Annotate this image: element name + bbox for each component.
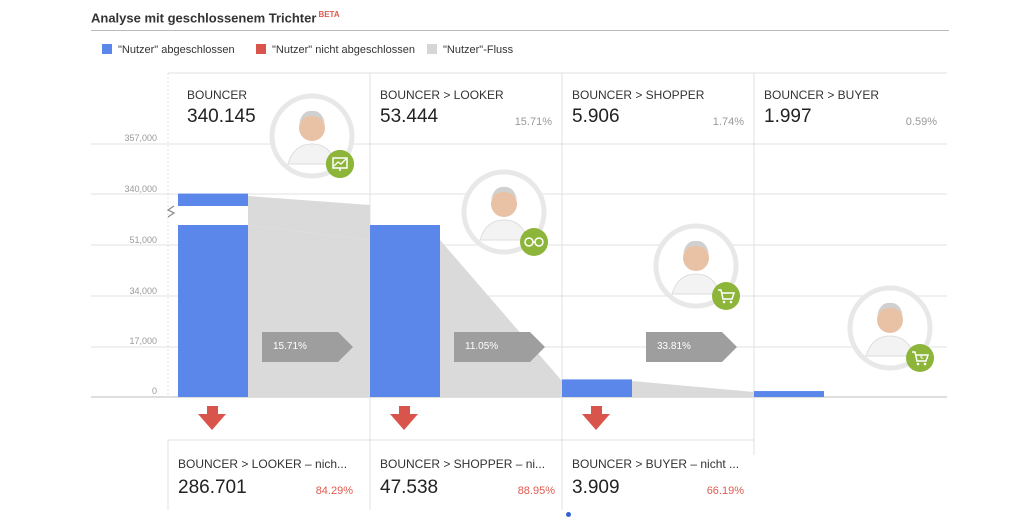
y-tick-label: 340,000 [124,184,157,194]
flow-arrow [262,332,353,362]
dropoff-value: 47.538 [380,477,439,498]
dropoff-card[interactable]: BOUNCER > SHOPPER – ni... 47.538 88.95% [380,457,555,499]
glasses-icon [520,228,548,256]
flow-band [440,240,562,397]
flow-rate-label: 11.05% [465,341,499,352]
dropoff-percent: 66.19% [706,485,744,497]
stage-percent: 1.74% [712,116,744,128]
stage-label: BOUNCER > BUYER [764,88,880,102]
flow-arrow [454,332,545,362]
bars [178,193,824,397]
legend-item-flow[interactable]: "Nutzer"-Fluss [427,44,513,56]
flow-rate-label: 15.71% [273,341,307,352]
persona-avatar [269,93,355,179]
dropoff-label: BOUNCER > LOOKER – nich... [178,457,348,471]
flow-band [248,196,370,240]
bar[interactable] [562,379,632,397]
y-tick-label: 0 [152,386,157,396]
y-tick-label: 51,000 [129,235,157,245]
y-tick-label: 17,000 [129,336,157,346]
bar[interactable] [754,391,824,397]
flow-arrow [646,332,737,362]
pagination-dot[interactable] [566,512,571,517]
stage-label: BOUNCER > LOOKER [380,88,504,102]
legend-swatch-flow [427,44,437,54]
dropoff-value: 3.909 [572,477,620,498]
drop-arrow-icon [198,406,226,430]
dropoff-card[interactable]: BOUNCER > LOOKER – nich... 286.701 84.29… [178,457,353,499]
dropoff-percent: 88.95% [517,485,555,497]
beta-badge: BETA [318,10,340,19]
stage-value: 5.906 [572,106,620,127]
bar-upper-segment[interactable] [178,193,248,206]
stage-header[interactable]: BOUNCER > BUYER 1.997 0.59% [764,88,937,128]
legend-label-completed: "Nutzer" abgeschlossen [118,44,235,56]
dropoff-value: 286.701 [178,477,247,498]
stage-value: 340.145 [187,106,256,127]
drop-arrow-icon [582,406,610,430]
persona-avatar [461,169,548,256]
title-divider [91,30,949,31]
flow-band [248,225,370,397]
stage-value: 53.444 [380,106,439,127]
stage-header[interactable]: BOUNCER 340.145 [187,88,357,128]
dropoff-card[interactable]: BOUNCER > BUYER – nicht ... 3.909 66.19% [572,457,744,499]
stage-label: BOUNCER > SHOPPER [572,88,705,102]
flow-band [632,381,754,397]
stage-value: 1.997 [764,106,812,127]
stage-percent: 0.59% [905,116,937,128]
legend-item-completed[interactable]: "Nutzer" abgeschlossen [102,44,235,56]
legend-item-not-completed[interactable]: "Nutzer" nicht abgeschlossen [256,44,415,56]
stage-header[interactable]: BOUNCER > SHOPPER 5.906 1.74% [572,88,744,128]
cart-checkout-icon: € [906,344,934,372]
shopping-cart-icon [712,282,740,310]
legend-label-not-completed: "Nutzer" nicht abgeschlossen [272,44,415,56]
flow-rate-label: 33.81% [657,341,691,352]
axis-break-icon [166,205,176,218]
dropoff-percent: 84.29% [315,485,353,497]
chart-title: Analyse mit geschlossenem Trichter BETA [91,10,340,25]
stage-header[interactable]: BOUNCER > LOOKER 53.444 15.71% [380,88,552,128]
y-tick-label: 357,000 [124,133,157,143]
legend-swatch-not-completed [256,44,266,54]
y-tick-label: 34,000 [129,286,157,296]
dropoff-label: BOUNCER > SHOPPER – ni... [380,457,546,471]
drop-arrow-icon [390,406,418,430]
stage-percent: 15.71% [514,116,552,128]
dropoff-label: BOUNCER > BUYER – nicht ... [572,457,740,471]
svg-text:€: € [920,354,924,361]
stage-label: BOUNCER [187,88,248,102]
bar[interactable] [370,225,440,397]
legend-swatch-completed [102,44,112,54]
legend-label-flow: "Nutzer"-Fluss [443,44,514,56]
title-text: Analyse mit geschlossenem Trichter [91,10,317,26]
persona-avatar [653,223,740,310]
persona-avatar: € [847,285,934,372]
bar[interactable] [178,225,248,397]
monitor-chart-icon [325,150,354,178]
